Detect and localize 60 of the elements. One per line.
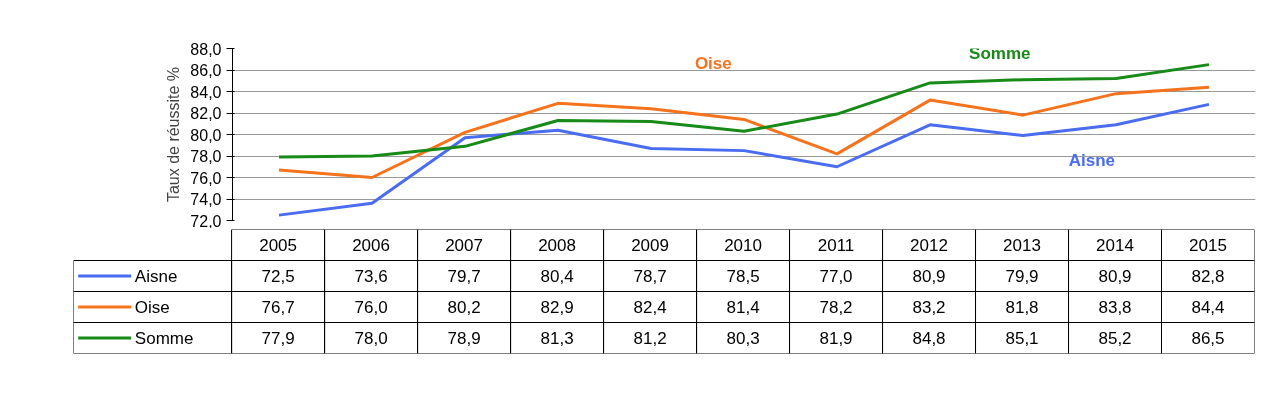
data-label: 86,5 — [1191, 329, 1225, 348]
data-label: 80,3 — [726, 329, 760, 348]
y-tick-label: 80,0 — [190, 126, 222, 144]
data-label: 85,2 — [1098, 329, 1132, 348]
data-label: 82,9 — [540, 298, 574, 317]
x-tick-label: 2008 — [538, 236, 576, 255]
x-tick-label: 2005 — [259, 236, 297, 255]
data-label: 76,0 — [354, 298, 388, 317]
data-label: 81,8 — [1005, 298, 1039, 317]
data-label: 84,4 — [1191, 298, 1225, 317]
data-label: 85,1 — [1005, 329, 1039, 348]
data-label: 82,4 — [633, 298, 667, 317]
x-tick-label: 2013 — [1003, 236, 1041, 255]
y-tick-label: 74,0 — [190, 191, 222, 208]
data-label: 77,9 — [261, 329, 295, 348]
data-label: 83,8 — [1098, 298, 1132, 317]
data-label: 76,7 — [261, 298, 295, 317]
x-tick-label: 2010 — [724, 236, 762, 255]
legend-label: Aisne — [134, 266, 178, 286]
data-label: 78,2 — [819, 298, 853, 317]
data-label: 72,5 — [261, 267, 295, 286]
x-tick-label: 2011 — [817, 236, 855, 255]
y-tick-label: 72,0 — [190, 212, 222, 230]
y-tick-label: 82,0 — [190, 105, 222, 122]
data-label: 80,9 — [1098, 267, 1132, 286]
y-tick-label: 78,0 — [190, 148, 222, 165]
data-label: 78,0 — [354, 329, 388, 348]
data-label: 82,8 — [1191, 267, 1225, 286]
data-label: 81,3 — [540, 329, 574, 348]
x-tick-label: 2009 — [631, 236, 669, 255]
data-label: 81,4 — [726, 298, 760, 317]
data-label: 78,5 — [726, 267, 760, 286]
legend-label: Somme — [134, 328, 194, 348]
data-label: 84,8 — [912, 329, 946, 348]
x-tick-label: 2012 — [910, 236, 948, 255]
data-label: 78,9 — [447, 329, 481, 348]
x-tick-label: 2015 — [1189, 236, 1227, 255]
x-tick-label: 2006 — [352, 236, 390, 255]
y-tick-label: 76,0 — [190, 169, 222, 187]
data-label: 80,9 — [912, 267, 946, 286]
data-label: 79,9 — [1005, 267, 1039, 286]
data-label: 80,2 — [447, 298, 481, 317]
data-label: 79,7 — [447, 267, 481, 286]
data-label: 83,2 — [912, 298, 946, 317]
y-tick-label: 88,0 — [190, 40, 222, 58]
data-label: 73,6 — [354, 267, 388, 286]
data-label: 77,0 — [819, 267, 853, 286]
y-axis-title: Taux de réussite % — [165, 66, 183, 203]
line-series — [277, 85, 1211, 179]
y-tick-label: 84,0 — [190, 83, 222, 101]
data-label: 80,4 — [540, 267, 574, 286]
x-tick-label: 2007 — [445, 236, 483, 255]
data-label: 81,2 — [633, 329, 667, 348]
x-tick-label: 2014 — [1096, 236, 1134, 255]
annotation: Oise — [694, 54, 732, 74]
y-tick-label: 86,0 — [190, 62, 222, 79]
data-label: 78,7 — [633, 267, 667, 286]
line-series — [277, 102, 1211, 217]
data-label: 81,9 — [819, 329, 853, 348]
legend-label: Oise — [134, 297, 170, 317]
